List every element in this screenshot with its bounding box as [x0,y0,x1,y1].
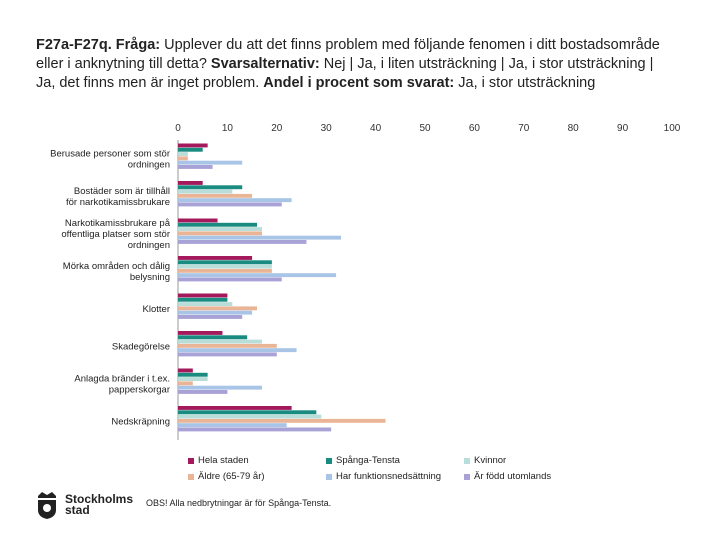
bar [178,189,233,194]
question-id: F27a-F27q. [36,37,112,53]
legend-swatch [326,473,332,480]
legend-label: Är född utomlands [474,471,552,482]
legend-item: Är född utomlands [464,471,551,482]
bar [178,368,193,373]
x-tick-label: 70 [518,123,530,134]
bar [178,381,193,386]
legend-label: Spånga-Tensta [336,455,400,466]
bar [178,202,282,207]
bar [178,343,277,348]
bar [178,406,292,410]
bar [178,418,386,423]
bar [178,235,342,240]
bar [178,331,223,335]
bar [178,165,213,169]
legend-label: Har funktionsnedsättning [336,471,442,482]
bar [178,293,228,298]
category-label: Klotter [143,304,170,315]
question-text: Upplever du att det finns problem med fö… [36,37,660,72]
category-label: Anlagda bränder i t.ex. papperskorgar [74,373,170,395]
category-label: Nedskräpning [111,416,170,427]
bar [178,390,228,394]
answer-options-label: Svarsalternativ: [210,56,320,72]
bar [178,297,228,302]
bar [178,352,277,357]
legend-swatch [188,473,194,480]
bar [178,160,243,165]
x-tick-label: 100 [664,123,681,134]
bar [178,423,287,428]
bar [178,198,292,203]
legend-swatch [188,457,194,464]
stockholm-logo: Stockholms stad [34,490,133,520]
bar [178,185,243,190]
x-tick-label: 10 [222,123,234,134]
bar [178,218,218,223]
bar [178,268,272,273]
bar [178,240,307,244]
legend-label: Äldre (65-79 år) [198,471,265,482]
category-label: Skadegörelse [112,341,170,352]
bar [178,306,258,311]
bar [178,348,297,353]
share-label: Andel i procent som svarat: [263,75,455,91]
legend-swatch [464,473,470,480]
x-tick-label: 20 [271,123,283,134]
bar [178,156,188,161]
x-tick-label: 80 [568,123,580,134]
x-tick-label: 90 [617,123,629,134]
bar [178,147,203,152]
question-label: Fråga: [115,37,161,53]
legend-item: Äldre (65-79 år) [188,471,265,482]
legend-item: Hela staden [188,455,249,466]
footnote: OBS! Alla nedbrytningar är för Spånga-Te… [146,498,332,508]
bar [178,277,282,282]
bar [178,264,272,269]
bar [178,315,243,319]
bar [178,227,262,231]
x-tick-label: 50 [419,123,431,134]
answer-options-text: Nej | Ja, i liten utsträckning | Ja, i s… [36,56,654,91]
x-tick-label: 60 [469,123,481,134]
share-text: Ja, i stor utsträckning [458,75,596,91]
logo-line-1: Stockholms [65,492,134,506]
bar [178,410,317,415]
category-label: Mörka områden och dålig belysning [63,261,170,283]
bar [178,372,208,377]
x-tick-label: 40 [370,123,382,134]
bar [178,377,208,381]
bar [178,222,258,227]
category-label: Berusade personer som stör ordningen [50,148,170,170]
legend-item: Spånga-Tensta [326,455,400,466]
chart-title: F27a-F27q. Fråga: Upplever du att det fi… [36,36,676,93]
legend-item: Har funktionsnedsättning [326,471,441,482]
bar [178,335,248,340]
legend-swatch [464,457,470,464]
bar [178,181,203,185]
crown-shield-icon [38,492,56,519]
legend-label: Kvinnor [474,455,507,466]
bar [178,273,337,278]
legend-item: Kvinnor [464,455,506,466]
bar [178,256,253,260]
bar [178,193,253,198]
bar [178,152,188,156]
bar [178,427,332,432]
bar [178,260,272,265]
x-tick-label: 0 [175,123,181,134]
bar [178,339,262,344]
category-label: Bostäder som är tillhåll för narkotikamis… [66,186,170,208]
bar [178,385,262,390]
logo-line-2: stad [65,503,90,517]
bar [178,143,208,148]
bar [178,231,262,236]
bar [178,310,253,315]
x-tick-label: 30 [321,123,333,134]
bar [178,414,322,419]
legend-swatch [326,457,332,464]
legend-label: Hela staden [198,455,249,466]
category-label: Narkotikamissbrukare på offentliga platse… [61,218,170,251]
bar [178,302,233,306]
